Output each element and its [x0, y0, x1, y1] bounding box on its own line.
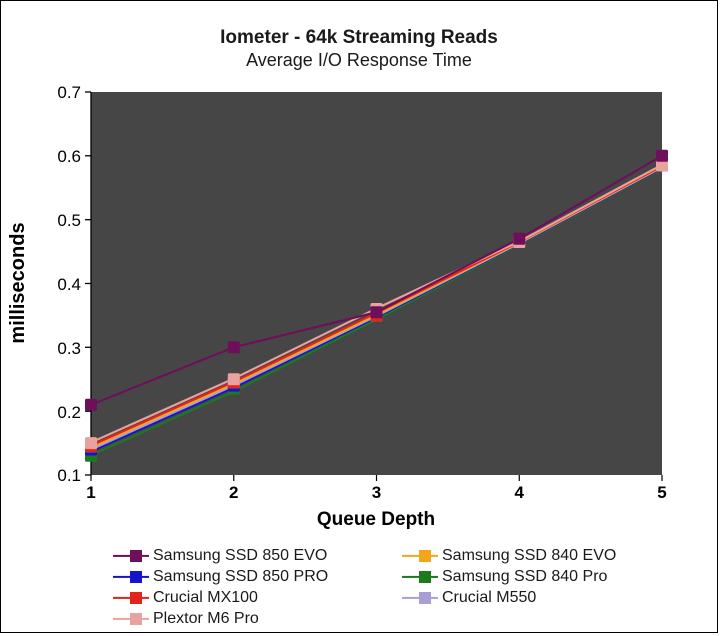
svg-text:0.7: 0.7 [57, 83, 81, 102]
svg-text:4: 4 [515, 483, 525, 502]
svg-text:2: 2 [229, 483, 238, 502]
svg-text:Queue Depth: Queue Depth [317, 509, 435, 530]
svg-text:milliseconds: milliseconds [7, 222, 29, 343]
svg-text:0.6: 0.6 [57, 147, 81, 166]
svg-text:0.4: 0.4 [57, 275, 81, 294]
svg-text:3: 3 [372, 483, 381, 502]
svg-text:0.2: 0.2 [57, 403, 81, 422]
svg-text:5: 5 [657, 483, 666, 502]
svg-text:1: 1 [86, 483, 95, 502]
svg-text:0.5: 0.5 [57, 211, 81, 230]
svg-text:0.1: 0.1 [57, 466, 81, 485]
svg-text:0.3: 0.3 [57, 339, 81, 358]
